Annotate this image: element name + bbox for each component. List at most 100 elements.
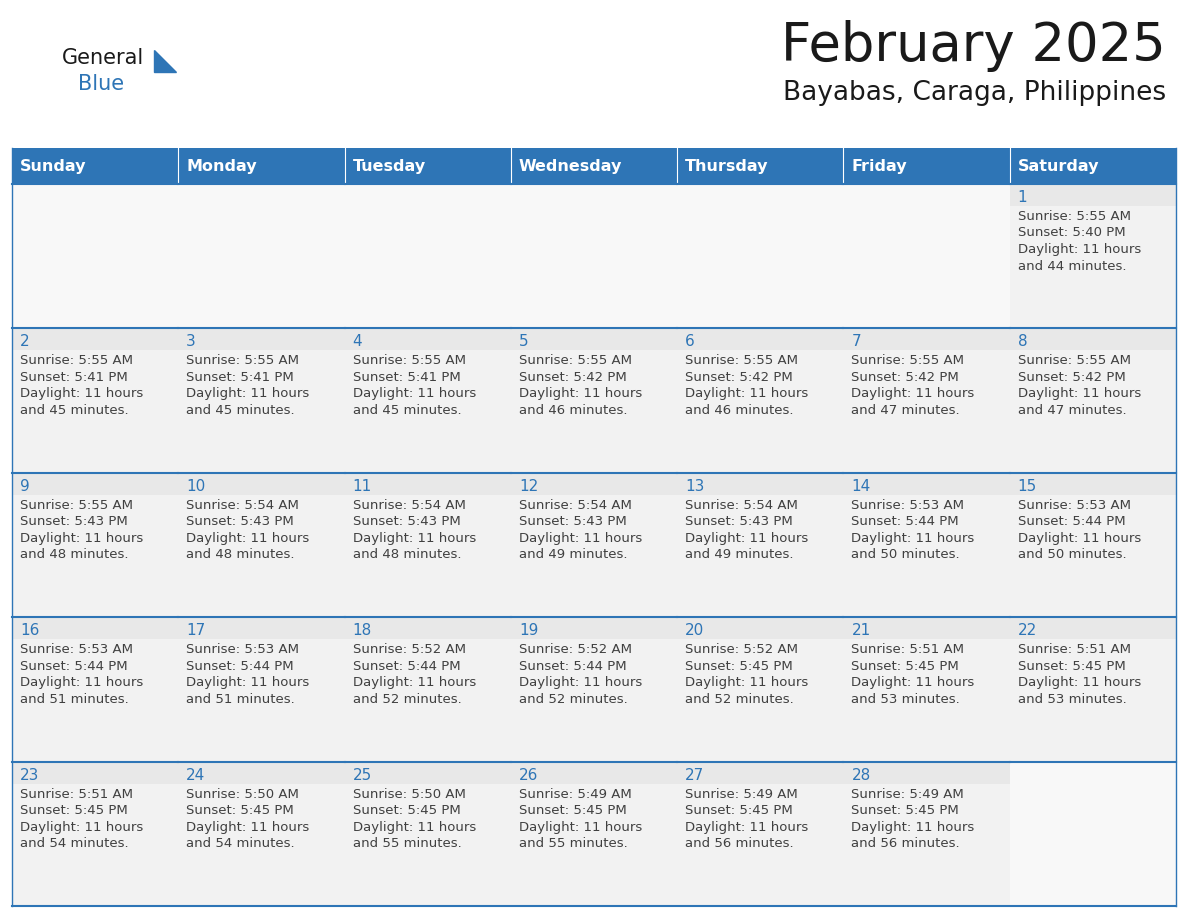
Text: and 49 minutes.: and 49 minutes. [519,548,627,561]
Bar [677,762,843,906]
Text: and 46 minutes.: and 46 minutes. [685,404,794,417]
Text: Sunrise: 5:49 AM: Sunrise: 5:49 AM [852,788,965,800]
Bar [843,473,1010,495]
Text: Bayabas, Caraga, Philippines: Bayabas, Caraga, Philippines [783,80,1165,106]
Bar [12,184,178,329]
Text: 23: 23 [20,767,39,783]
Text: and 49 minutes.: and 49 minutes. [685,548,794,561]
Text: Sunrise: 5:52 AM: Sunrise: 5:52 AM [353,644,466,656]
Text: Sunset: 5:44 PM: Sunset: 5:44 PM [187,660,293,673]
Text: Daylight: 11 hours: Daylight: 11 hours [1018,387,1140,400]
Bar [511,762,677,906]
Text: Sunset: 5:44 PM: Sunset: 5:44 PM [1018,515,1125,528]
Text: Sunrise: 5:53 AM: Sunrise: 5:53 AM [187,644,299,656]
Text: Sunset: 5:45 PM: Sunset: 5:45 PM [20,804,128,817]
Text: 15: 15 [1018,479,1037,494]
Bar [178,329,345,351]
Text: Sunset: 5:44 PM: Sunset: 5:44 PM [353,660,460,673]
Text: and 45 minutes.: and 45 minutes. [20,404,128,417]
Text: and 48 minutes.: and 48 minutes. [353,548,461,561]
Bar [511,473,677,495]
Text: 6: 6 [685,334,695,350]
Text: 22: 22 [1018,623,1037,638]
Text: Sunrise: 5:51 AM: Sunrise: 5:51 AM [1018,644,1131,656]
Text: Sunrise: 5:51 AM: Sunrise: 5:51 AM [852,644,965,656]
Text: 19: 19 [519,623,538,638]
Text: Sunrise: 5:55 AM: Sunrise: 5:55 AM [852,354,965,367]
Text: Daylight: 11 hours: Daylight: 11 hours [187,532,310,544]
Bar [345,617,511,639]
Text: Sunrise: 5:52 AM: Sunrise: 5:52 AM [685,644,798,656]
Text: Sunrise: 5:54 AM: Sunrise: 5:54 AM [187,498,299,512]
Text: 20: 20 [685,623,704,638]
Text: and 51 minutes.: and 51 minutes. [187,693,295,706]
Bar [677,762,843,784]
Bar [178,473,345,495]
Text: 24: 24 [187,767,206,783]
Bar [843,184,1010,329]
Text: Daylight: 11 hours: Daylight: 11 hours [685,821,808,834]
Text: Daylight: 11 hours: Daylight: 11 hours [519,677,642,689]
Text: and 47 minutes.: and 47 minutes. [1018,404,1126,417]
Text: 21: 21 [852,623,871,638]
Text: Sunset: 5:45 PM: Sunset: 5:45 PM [187,804,295,817]
Bar [12,473,178,495]
Text: Sunrise: 5:55 AM: Sunrise: 5:55 AM [187,354,299,367]
Text: 9: 9 [20,479,30,494]
Text: 2: 2 [20,334,30,350]
Text: Daylight: 11 hours: Daylight: 11 hours [20,387,144,400]
Bar [12,148,178,184]
Text: Saturday: Saturday [1018,159,1099,174]
Bar [12,329,178,473]
Bar [1010,184,1176,329]
Text: and 51 minutes.: and 51 minutes. [20,693,128,706]
Text: and 47 minutes.: and 47 minutes. [852,404,960,417]
Bar [345,473,511,617]
Bar [178,617,345,639]
Text: and 54 minutes.: and 54 minutes. [20,837,128,850]
Text: Monday: Monday [187,159,257,174]
Text: Sunset: 5:44 PM: Sunset: 5:44 PM [20,660,127,673]
Bar [843,473,1010,617]
Text: Sunset: 5:41 PM: Sunset: 5:41 PM [20,371,128,384]
Bar [345,762,511,906]
Bar [345,473,511,495]
Text: Sunrise: 5:54 AM: Sunrise: 5:54 AM [685,498,798,512]
Text: and 53 minutes.: and 53 minutes. [852,693,960,706]
Text: 12: 12 [519,479,538,494]
Text: Daylight: 11 hours: Daylight: 11 hours [519,821,642,834]
Text: Daylight: 11 hours: Daylight: 11 hours [1018,677,1140,689]
Text: Sunset: 5:43 PM: Sunset: 5:43 PM [353,515,460,528]
Text: Sunrise: 5:50 AM: Sunrise: 5:50 AM [353,788,466,800]
Text: 8: 8 [1018,334,1028,350]
Text: Sunset: 5:43 PM: Sunset: 5:43 PM [519,515,626,528]
Bar [12,617,178,762]
Bar [843,148,1010,184]
Bar [843,329,1010,473]
Text: Daylight: 11 hours: Daylight: 11 hours [187,387,310,400]
Text: Sunrise: 5:55 AM: Sunrise: 5:55 AM [519,354,632,367]
Text: Sunset: 5:45 PM: Sunset: 5:45 PM [685,804,792,817]
Text: Sunrise: 5:49 AM: Sunrise: 5:49 AM [519,788,632,800]
Bar [511,617,677,639]
Bar [345,329,511,351]
Text: Daylight: 11 hours: Daylight: 11 hours [519,532,642,544]
Text: Sunset: 5:44 PM: Sunset: 5:44 PM [852,515,959,528]
Bar [178,762,345,784]
Bar [677,329,843,351]
Bar [345,762,511,784]
Text: Sunset: 5:43 PM: Sunset: 5:43 PM [685,515,792,528]
Bar [178,473,345,617]
Bar [178,184,345,329]
Text: General: General [62,48,144,68]
Bar [677,329,843,473]
Text: Sunrise: 5:49 AM: Sunrise: 5:49 AM [685,788,798,800]
Bar [677,473,843,617]
Bar [345,184,511,329]
Text: Daylight: 11 hours: Daylight: 11 hours [852,821,974,834]
Text: Sunset: 5:43 PM: Sunset: 5:43 PM [20,515,128,528]
Bar [843,617,1010,762]
Text: Thursday: Thursday [685,159,769,174]
Text: Daylight: 11 hours: Daylight: 11 hours [353,677,476,689]
Bar [843,762,1010,784]
